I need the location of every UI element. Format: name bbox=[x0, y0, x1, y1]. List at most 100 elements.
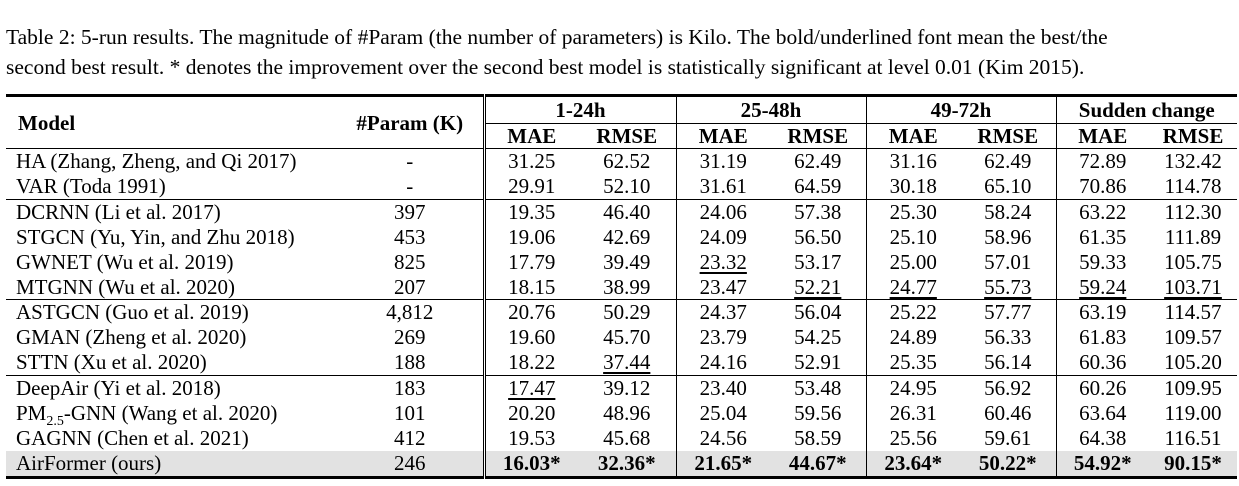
metric-value: 132.42 bbox=[1164, 149, 1222, 173]
model-name-subscript: 2.5 bbox=[46, 414, 64, 426]
metric-value: 56.33 bbox=[984, 325, 1032, 350]
metric-value: 25.30 bbox=[889, 199, 937, 224]
metric-cell: 20.20 bbox=[483, 401, 578, 426]
metric-value: 56.92 bbox=[984, 376, 1032, 401]
metric-cell: 109.57 bbox=[1149, 325, 1237, 350]
metric-cell: 19.35 bbox=[483, 198, 578, 225]
model-name-cell: PM2.5-GNN (Wang et al. 2020) bbox=[6, 401, 337, 426]
model-name-cell: MTGNN (Wu et al. 2020) bbox=[16, 274, 236, 299]
metric-value: 63.19 bbox=[1079, 300, 1127, 325]
table-row: MTGNN (Wu et al. 2020) 207 18.15 38.99 23.47… bbox=[6, 274, 1237, 300]
metric-cell: 62.52 bbox=[578, 147, 676, 174]
metric-cell: 90.15* bbox=[1149, 450, 1237, 479]
metric-value: 31.25 bbox=[508, 149, 556, 173]
metric-cell: 16.03* bbox=[483, 450, 578, 479]
metric-cell: 20.76 bbox=[483, 299, 578, 326]
model-name-cell: GWNET (Wu et al. 2019) bbox=[16, 249, 234, 274]
metric-cell: 114.78 bbox=[1149, 174, 1237, 199]
metric-cell: 25.56 bbox=[865, 425, 960, 451]
header-metric: RMSE bbox=[1149, 123, 1237, 149]
metric-cell: 52.10 bbox=[578, 174, 676, 199]
metric-value: 24.16 bbox=[699, 350, 747, 375]
metric-value: 25.56 bbox=[889, 425, 937, 450]
metric-cell: 56.04 bbox=[770, 299, 866, 326]
header-group-1-24h: 1-24h bbox=[483, 94, 676, 124]
metric-cell: 24.89 bbox=[865, 325, 960, 351]
metric-value: 31.61 bbox=[699, 173, 747, 198]
param-cell: 453 bbox=[337, 224, 486, 250]
metric-value: 26.31 bbox=[889, 401, 937, 426]
metric-value: 23.32 bbox=[699, 249, 747, 274]
header-group-49-72h: 49-72h bbox=[865, 94, 1056, 124]
header-metric: MAE bbox=[865, 123, 960, 149]
table-row: STTN (Xu et al. 2020) 188 18.22 37.44 24.16 5… bbox=[6, 350, 1237, 376]
metric-value: 17.47 bbox=[508, 376, 556, 401]
metric-cell: 29.91 bbox=[483, 173, 578, 200]
model-name-cell: DCRNN (Li et al. 2017) bbox=[6, 198, 337, 225]
metric-cell: 30.18 bbox=[865, 173, 960, 200]
header-metric: MAE bbox=[675, 123, 770, 149]
metric-value: 62.49 bbox=[984, 149, 1032, 173]
metric-cell: 48.96 bbox=[578, 401, 676, 426]
metric-cell: 31.19 bbox=[675, 147, 770, 174]
metric-cell: 19.53 bbox=[483, 425, 578, 451]
metric-cell: 19.06 bbox=[483, 224, 578, 250]
metric-value: 24.95 bbox=[889, 376, 937, 401]
metric-value: 59.56 bbox=[794, 401, 842, 426]
metric-value: 57.01 bbox=[984, 249, 1032, 274]
metric-value: 52.10 bbox=[603, 173, 651, 198]
metric-value: 25.00 bbox=[889, 249, 937, 274]
metric-value: 64.59 bbox=[794, 173, 842, 198]
metric-cell: 57.01 bbox=[960, 250, 1056, 275]
metric-cell: 57.77 bbox=[960, 299, 1056, 326]
metric-cell: 50.29 bbox=[578, 299, 676, 326]
metric-value: 45.68 bbox=[603, 425, 651, 450]
metric-value: 105.75 bbox=[1164, 249, 1222, 274]
metric-value: 114.57 bbox=[1164, 300, 1222, 325]
metric-cell: 18.15 bbox=[483, 274, 578, 300]
param-cell: 4,812 bbox=[337, 299, 486, 326]
table-row: GAGNN (Chen et al. 2021) 412 19.53 45.68 24.… bbox=[6, 425, 1237, 451]
param-cell: 101 bbox=[337, 401, 486, 426]
metric-value: 62.52 bbox=[603, 149, 651, 173]
metric-value: 17.79 bbox=[508, 249, 556, 274]
metric-cell: 24.16 bbox=[675, 350, 770, 376]
metric-value: 72.89 bbox=[1079, 149, 1127, 173]
metric-value: 60.26 bbox=[1079, 376, 1127, 401]
metric-value: 119.00 bbox=[1164, 401, 1222, 426]
metric-cell: 60.26 bbox=[1055, 375, 1149, 402]
metric-value: 20.76 bbox=[508, 300, 556, 325]
param-cell: 183 bbox=[337, 375, 486, 402]
metric-value: 21.65* bbox=[694, 450, 753, 475]
metric-value: 23.64* bbox=[884, 450, 943, 475]
metric-value: 50.29 bbox=[603, 300, 651, 325]
metric-cell: 132.42 bbox=[1149, 147, 1237, 174]
metric-cell: 59.33 bbox=[1055, 249, 1149, 275]
metric-cell: 62.49 bbox=[770, 147, 866, 174]
metric-cell: 119.00 bbox=[1149, 401, 1237, 426]
metric-cell: 24.06 bbox=[675, 198, 770, 225]
metric-cell: 61.83 bbox=[1055, 325, 1149, 351]
header-metric: RMSE bbox=[960, 123, 1056, 149]
metric-value: 19.53 bbox=[508, 425, 556, 450]
metric-cell: 44.67* bbox=[770, 450, 866, 479]
metric-cell: 70.86 bbox=[1055, 173, 1149, 200]
metric-cell: 50.22* bbox=[960, 450, 1056, 479]
metric-value: 64.38 bbox=[1079, 425, 1127, 450]
metric-cell: 64.59 bbox=[770, 174, 866, 199]
metric-cell: 31.25 bbox=[483, 147, 578, 174]
metric-cell: 53.48 bbox=[770, 375, 866, 402]
model-name-prefix: PM bbox=[16, 401, 47, 426]
metric-value: 59.24 bbox=[1079, 274, 1127, 299]
metric-value: 90.15* bbox=[1164, 450, 1222, 475]
metric-cell: 72.89 bbox=[1055, 147, 1149, 174]
param-cell: - bbox=[337, 147, 486, 174]
metric-value: 44.67* bbox=[788, 450, 847, 475]
model-name-cell: VAR (Toda 1991) bbox=[16, 173, 166, 198]
results-table: Model #Param (K) 1-24h 25-48h 49-72h Sud… bbox=[6, 94, 1237, 479]
metric-value: 111.89 bbox=[1164, 224, 1222, 249]
metric-value: 57.38 bbox=[794, 199, 842, 224]
table-row: AirFormer (ours) 246 16.03* 32.36* 21.65* 44.… bbox=[6, 450, 1237, 479]
param-cell: 207 bbox=[337, 274, 486, 300]
metric-cell: 62.49 bbox=[960, 147, 1056, 174]
